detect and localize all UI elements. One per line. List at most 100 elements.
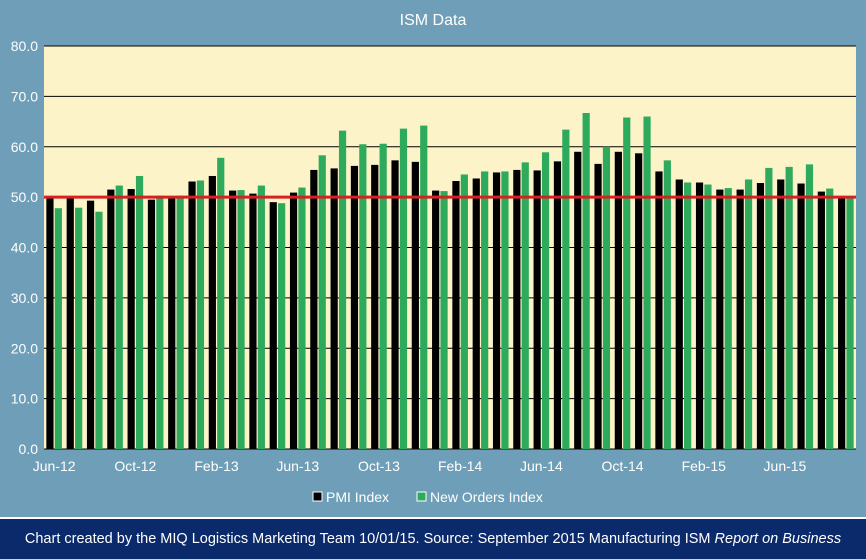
footer-credit: Chart created by the MIQ Logistics Marke… bbox=[0, 519, 866, 559]
bar-new-orders bbox=[237, 190, 245, 449]
bar-new-orders bbox=[399, 128, 408, 449]
x-tick-label: Feb-13 bbox=[194, 458, 239, 474]
footer-text: Chart created by the MIQ Logistics Marke… bbox=[24, 531, 711, 547]
bar-pmi bbox=[86, 200, 95, 449]
bar-new-orders bbox=[602, 146, 611, 449]
bar-pmi bbox=[168, 197, 176, 450]
bar-new-orders bbox=[156, 195, 164, 449]
y-tick-label: 20.0 bbox=[11, 340, 38, 356]
bar-pmi bbox=[249, 193, 257, 449]
bar-new-orders bbox=[176, 195, 184, 449]
bar-pmi bbox=[614, 151, 622, 450]
y-tick-label: 0.0 bbox=[19, 441, 39, 457]
bar-new-orders bbox=[521, 162, 529, 449]
bar-pmi bbox=[594, 163, 602, 449]
bar-new-orders bbox=[135, 175, 144, 449]
legend-swatch-pmi bbox=[312, 491, 323, 502]
y-tick-label: 70.0 bbox=[11, 88, 38, 104]
bar-pmi bbox=[432, 190, 440, 449]
bar-new-orders bbox=[257, 185, 265, 450]
bar-pmi bbox=[350, 165, 359, 449]
y-axis-ticks: 0.0 10.0 20.0 30.0 40.0 50.0 60.0 70.0 80.0 bbox=[11, 38, 38, 457]
bar-pmi bbox=[533, 170, 541, 449]
bar-new-orders bbox=[338, 130, 347, 449]
legend-swatch-new-orders bbox=[416, 491, 427, 502]
x-tick-label: Jun-12 bbox=[33, 458, 76, 474]
bar-pmi bbox=[574, 151, 582, 450]
bar-pmi bbox=[127, 189, 135, 449]
bar-new-orders bbox=[54, 208, 62, 449]
bar-pmi bbox=[371, 164, 379, 449]
footer-report-title: Report on Business bbox=[714, 531, 842, 547]
bar-new-orders bbox=[440, 191, 448, 449]
y-tick-label: 30.0 bbox=[11, 290, 38, 306]
chart-title: ISM Data bbox=[400, 12, 467, 29]
footer-divider bbox=[0, 517, 866, 519]
bar-new-orders bbox=[846, 196, 854, 449]
bar-new-orders bbox=[278, 203, 286, 449]
bar-new-orders bbox=[379, 143, 387, 450]
x-tick-label: Oct-14 bbox=[602, 458, 644, 474]
bar-pmi bbox=[208, 175, 216, 449]
bar-pmi bbox=[513, 169, 521, 450]
bar-new-orders bbox=[704, 184, 712, 449]
legend-label-pmi: PMI Index bbox=[326, 489, 389, 505]
bar-new-orders bbox=[115, 185, 123, 450]
y-tick-label: 80.0 bbox=[11, 38, 38, 54]
bar-pmi bbox=[675, 179, 683, 450]
bar-new-orders bbox=[582, 113, 590, 449]
bar-new-orders bbox=[95, 211, 103, 449]
chart: ISM Data 0.0 10.0 20.0 30.0 40.0 50.0 60.0 70.0… bbox=[11, 12, 856, 505]
bar-new-orders bbox=[217, 157, 225, 449]
bar-pmi bbox=[107, 189, 115, 449]
bar-pmi bbox=[736, 189, 744, 449]
bar-new-orders bbox=[196, 180, 205, 449]
x-tick-label: Feb-15 bbox=[682, 458, 727, 474]
bar-new-orders bbox=[826, 188, 834, 449]
bar-new-orders bbox=[75, 207, 83, 449]
bar-pmi bbox=[797, 183, 805, 449]
legend-label-new-orders: New Orders Index bbox=[430, 489, 543, 505]
bar-pmi bbox=[310, 169, 318, 450]
y-tick-label: 60.0 bbox=[11, 139, 38, 155]
x-tick-label: Jun-13 bbox=[276, 458, 319, 474]
bar-pmi bbox=[269, 202, 277, 449]
bar-pmi bbox=[411, 161, 419, 450]
bar-new-orders bbox=[765, 167, 773, 449]
x-axis-ticks: Jun-12 Oct-12 Feb-13 Jun-13 Oct-13 Feb-14 Jun-… bbox=[33, 458, 807, 474]
bar-new-orders bbox=[663, 160, 671, 449]
bar-pmi bbox=[655, 171, 663, 449]
bar-pmi bbox=[229, 190, 237, 449]
y-tick-label: 40.0 bbox=[11, 240, 38, 256]
bar-pmi bbox=[838, 196, 846, 449]
bar-new-orders bbox=[359, 144, 367, 450]
x-tick-label: Feb-14 bbox=[438, 458, 483, 474]
bar-pmi bbox=[756, 183, 765, 449]
bar-new-orders bbox=[318, 155, 326, 449]
bar-pmi bbox=[695, 182, 704, 449]
bar-new-orders bbox=[643, 116, 651, 449]
x-tick-label: Jun-14 bbox=[520, 458, 563, 474]
bar-pmi bbox=[553, 161, 562, 450]
bar-pmi bbox=[492, 172, 501, 449]
bar-pmi bbox=[452, 181, 460, 449]
bar-new-orders bbox=[744, 179, 753, 450]
bar-new-orders bbox=[460, 174, 468, 449]
legend: PMI Index New Orders Index bbox=[312, 489, 543, 505]
bar-pmi bbox=[330, 168, 338, 449]
bar-new-orders bbox=[805, 164, 814, 449]
bar-new-orders bbox=[481, 171, 489, 449]
bars bbox=[46, 113, 854, 450]
bar-new-orders bbox=[420, 125, 428, 449]
bar-pmi bbox=[716, 189, 724, 449]
bar-new-orders bbox=[785, 166, 793, 449]
bar-pmi bbox=[188, 181, 196, 449]
bar-pmi bbox=[472, 178, 480, 450]
bar-pmi bbox=[391, 160, 399, 449]
bar-pmi bbox=[46, 197, 54, 450]
bar-new-orders bbox=[298, 187, 306, 450]
y-tick-label: 10.0 bbox=[11, 391, 38, 407]
bar-new-orders bbox=[684, 182, 692, 449]
bar-new-orders bbox=[724, 188, 732, 449]
x-tick-label: Oct-12 bbox=[114, 458, 156, 474]
